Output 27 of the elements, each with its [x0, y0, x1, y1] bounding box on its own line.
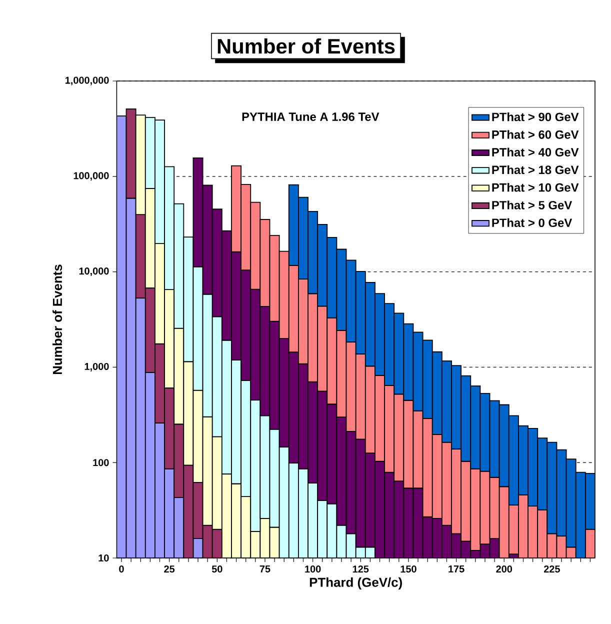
- x-tick-label: 175: [448, 566, 464, 572]
- y-tick-label: 10: [98, 554, 109, 562]
- x-tick-label: 50: [212, 566, 222, 573]
- x-tick-label: 100: [305, 566, 321, 573]
- legend-label: PThat > 60 GeV: [492, 130, 579, 139]
- y-tick-label: 100: [93, 459, 109, 466]
- legend-label: PThat > 5 GeV: [492, 200, 572, 210]
- legend-label: PThat > 0 GeV: [492, 218, 572, 228]
- y-axis-title: Number of Events: [52, 264, 62, 374]
- x-tick-label: 75: [260, 566, 270, 572]
- chart-title: Number of Events: [218, 38, 395, 54]
- y-tick-label: 1,000: [84, 362, 109, 372]
- legend-label: PThat > 40 GeV: [492, 148, 579, 156]
- x-tick-label: 0: [119, 566, 124, 573]
- legend-label: PThat > 90 GeV: [492, 112, 579, 122]
- x-tick-label: 25: [164, 566, 175, 573]
- x-tick-label: 150: [400, 566, 416, 573]
- x-tick-label: 125: [352, 566, 369, 573]
- annotation: PYTHIA Tune A 1.96 TeV: [242, 112, 380, 121]
- x-tick-label: 200: [496, 566, 512, 573]
- y-tick-label: 100,000: [74, 172, 109, 181]
- x-tick-label: 225: [544, 566, 560, 573]
- y-tick-label: 10,000: [79, 268, 109, 276]
- legend-label: PThat > 18 GeV: [492, 165, 579, 174]
- y-tick-label: 1,000,000: [65, 76, 109, 86]
- legend-label: PThat > 10 GeV: [492, 182, 579, 192]
- x-axis-title: PThard (GeV/c): [310, 577, 402, 590]
